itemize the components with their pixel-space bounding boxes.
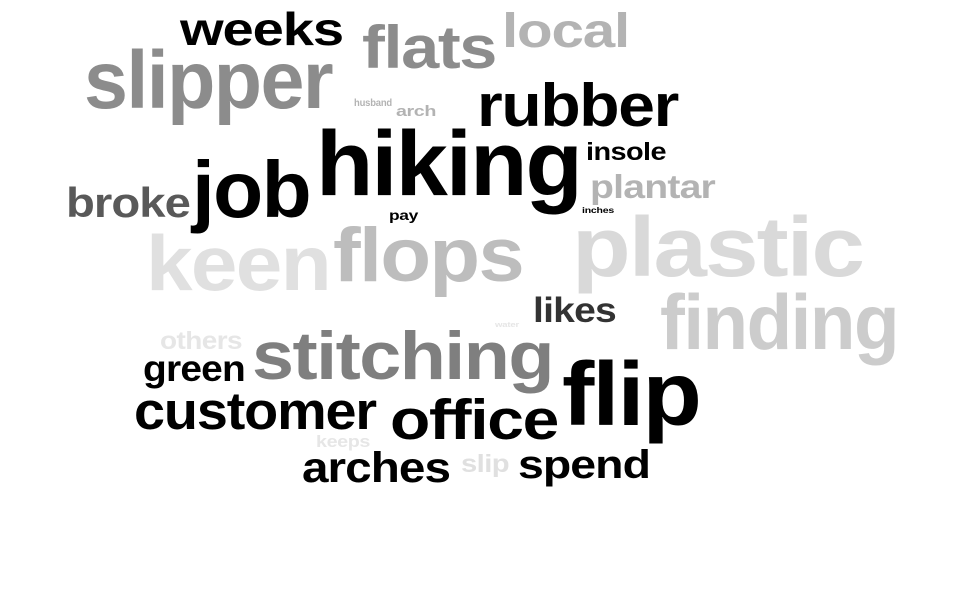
word-keeps: keeps (316, 432, 370, 451)
word-green: green (143, 348, 246, 389)
word-husband: husband (354, 98, 392, 109)
word-water: water (495, 322, 519, 329)
word-flops: flops (333, 213, 525, 298)
word-spend: spend (518, 443, 651, 487)
word-plastic: plastic (572, 200, 865, 294)
word-plantar: plantar (590, 168, 716, 205)
word-slip: slip (461, 450, 510, 478)
word-flats: flats (362, 14, 497, 81)
word-weeks: weeks (180, 3, 344, 55)
word-local: local (502, 5, 630, 58)
word-stitching: stitching (252, 318, 555, 394)
word-finding: finding (660, 278, 899, 366)
word-office: office (390, 388, 559, 452)
word-likes: likes (533, 291, 617, 330)
word-broke: broke (66, 179, 191, 226)
word-inches: inches (582, 206, 615, 215)
word-arches: arches (302, 444, 451, 492)
word-pay: pay (389, 207, 418, 223)
word-keen: keen (146, 219, 332, 307)
word-hiking: hiking (316, 113, 583, 215)
word-insole: insole (586, 138, 667, 166)
word-arch: arch (396, 103, 437, 120)
word-customer: customer (134, 382, 377, 441)
word-flip: flip (562, 345, 702, 445)
word-slipper: slipper (84, 35, 334, 126)
word-rubber: rubber (477, 72, 679, 139)
word-job: job (192, 145, 312, 234)
word-others: others (160, 327, 243, 355)
